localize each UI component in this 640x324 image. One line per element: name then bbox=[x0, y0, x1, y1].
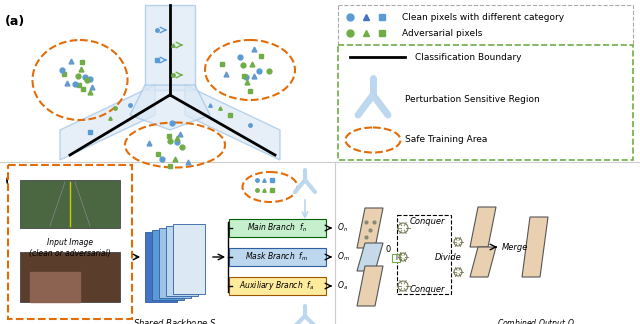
Polygon shape bbox=[173, 224, 205, 294]
Polygon shape bbox=[357, 243, 383, 271]
FancyBboxPatch shape bbox=[20, 252, 120, 302]
Polygon shape bbox=[152, 230, 184, 300]
Polygon shape bbox=[130, 85, 210, 130]
Polygon shape bbox=[166, 226, 198, 296]
FancyBboxPatch shape bbox=[229, 248, 326, 266]
Text: Input Image
(clean or adversarial): Input Image (clean or adversarial) bbox=[29, 238, 111, 258]
FancyBboxPatch shape bbox=[8, 165, 132, 319]
Text: Auxiliary Branch  $f_a$: Auxiliary Branch $f_a$ bbox=[239, 280, 315, 293]
Polygon shape bbox=[522, 217, 548, 277]
Text: Classification Boundary: Classification Boundary bbox=[415, 52, 522, 62]
Text: Conquer: Conquer bbox=[410, 217, 445, 226]
Text: Conquer: Conquer bbox=[410, 285, 445, 295]
Polygon shape bbox=[470, 207, 496, 247]
Polygon shape bbox=[159, 228, 191, 298]
Text: Mask Branch  $f_m$: Mask Branch $f_m$ bbox=[245, 251, 308, 263]
Text: $O_a$: $O_a$ bbox=[337, 280, 348, 292]
Polygon shape bbox=[145, 5, 195, 90]
Polygon shape bbox=[60, 85, 155, 160]
Text: (b): (b) bbox=[5, 175, 26, 188]
Text: Safe Training Area: Safe Training Area bbox=[405, 135, 488, 145]
Polygon shape bbox=[357, 266, 383, 306]
Text: Divide: Divide bbox=[435, 252, 461, 261]
FancyBboxPatch shape bbox=[392, 254, 400, 262]
Polygon shape bbox=[470, 247, 496, 277]
Polygon shape bbox=[357, 208, 383, 248]
Text: Adversarial pixels: Adversarial pixels bbox=[402, 29, 483, 38]
Text: I: I bbox=[395, 255, 397, 261]
Text: 0: 0 bbox=[385, 246, 390, 254]
FancyBboxPatch shape bbox=[229, 219, 326, 237]
Text: Clean pixels with different category: Clean pixels with different category bbox=[402, 13, 564, 21]
Text: Perturbation Sensitive Region: Perturbation Sensitive Region bbox=[405, 96, 540, 105]
Text: $O_n$: $O_n$ bbox=[337, 222, 348, 234]
FancyBboxPatch shape bbox=[338, 45, 633, 160]
Text: Main Branch  $f_n$: Main Branch $f_n$ bbox=[247, 222, 307, 234]
Polygon shape bbox=[185, 85, 280, 160]
FancyBboxPatch shape bbox=[229, 277, 326, 295]
Polygon shape bbox=[145, 232, 177, 302]
FancyBboxPatch shape bbox=[338, 5, 633, 45]
Text: Shared Backbone $S$: Shared Backbone $S$ bbox=[133, 317, 216, 324]
Text: (a): (a) bbox=[5, 15, 25, 28]
Text: $O_m$: $O_m$ bbox=[337, 251, 350, 263]
Text: Merge: Merge bbox=[502, 242, 529, 251]
FancyBboxPatch shape bbox=[20, 180, 120, 228]
Text: Combined Output $O$: Combined Output $O$ bbox=[497, 317, 575, 324]
